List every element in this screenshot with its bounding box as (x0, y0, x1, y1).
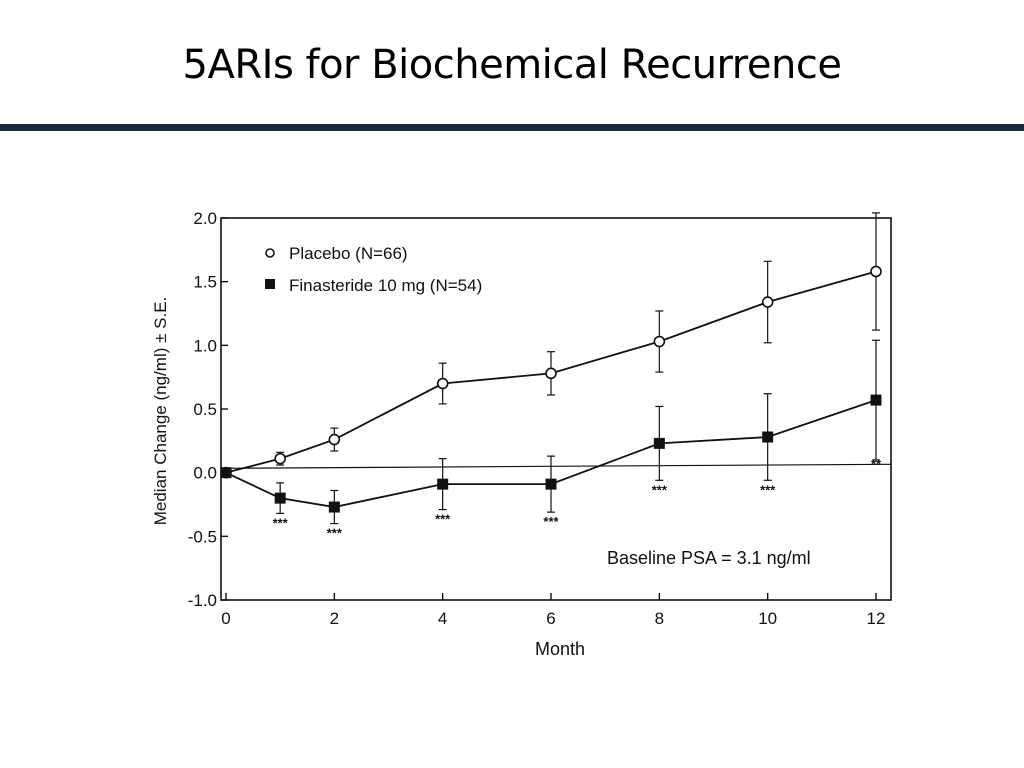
series-markers (220, 265, 882, 513)
y-tick-label: -0.5 (188, 527, 217, 546)
finasteride-point (220, 467, 232, 479)
finasteride-line (225, 399, 877, 508)
x-tick-label: 12 (867, 609, 886, 628)
finasteride-point (437, 478, 449, 490)
y-tick-label: 2.0 (193, 209, 217, 228)
finasteride-point (328, 501, 340, 513)
y-tick-label: 0.0 (193, 464, 217, 483)
placebo-line (225, 270, 877, 474)
y-axis-label: Median Change (ng/ml) ± S.E. (151, 297, 170, 526)
significance-mark: *** (760, 482, 776, 497)
x-axis-label: Month (535, 639, 585, 659)
finasteride-point (653, 437, 665, 449)
significance-mark: *** (327, 526, 343, 541)
slide-title: 5ARIs for Biochemical Recurrence (182, 42, 842, 88)
legend-marker-finasteride (265, 279, 275, 289)
significance-mark: *** (435, 512, 451, 527)
significance-mark: *** (652, 482, 668, 497)
placebo-point (870, 265, 882, 278)
x-tick-label: 10 (758, 609, 777, 628)
significance-mark: *** (543, 514, 559, 529)
error-bars (276, 212, 880, 525)
y-tick-label: 0.5 (193, 400, 217, 419)
significance-marks: ********* ****** ***** (273, 456, 882, 540)
placebo-point (545, 367, 557, 380)
placebo-point (653, 335, 666, 348)
baseline-annotation: Baseline PSA = 3.1 ng/ml (607, 548, 811, 568)
finasteride-point (274, 492, 286, 504)
x-tick-label: 2 (330, 609, 339, 628)
x-tick-label: 4 (438, 609, 447, 628)
finasteride-point (870, 394, 882, 406)
placebo-point (436, 377, 449, 390)
legend-label-placebo: Placebo (N=66) (289, 244, 408, 263)
placebo-point (761, 296, 774, 308)
axis-ticks: 2.0 1.5 1.0 0.5 0.0 -0.5 -1.00 2 4 6 8 10 12 (188, 209, 886, 628)
x-tick-label: 8 (655, 609, 664, 628)
zero-reference-line (220, 463, 892, 469)
placebo-point (274, 452, 286, 465)
series-lines (225, 270, 877, 508)
x-tick-label: 0 (221, 609, 230, 628)
y-tick-label: 1.0 (193, 336, 217, 355)
legend-marker-placebo (265, 248, 275, 258)
title-rule (0, 124, 1024, 131)
legend-label-finasteride: Finasteride 10 mg (N=54) (289, 276, 482, 295)
legend: Placebo (N=66) Finasteride 10 mg (N=54) (265, 244, 482, 295)
significance-mark: ** (871, 456, 882, 471)
finasteride-point (762, 431, 774, 443)
finasteride-point (545, 478, 557, 490)
x-tick-label: 6 (546, 609, 555, 628)
y-tick-label: -1.0 (188, 591, 217, 610)
significance-mark: *** (273, 515, 289, 530)
y-tick-label: 1.5 (193, 273, 217, 292)
placebo-point (328, 433, 341, 446)
